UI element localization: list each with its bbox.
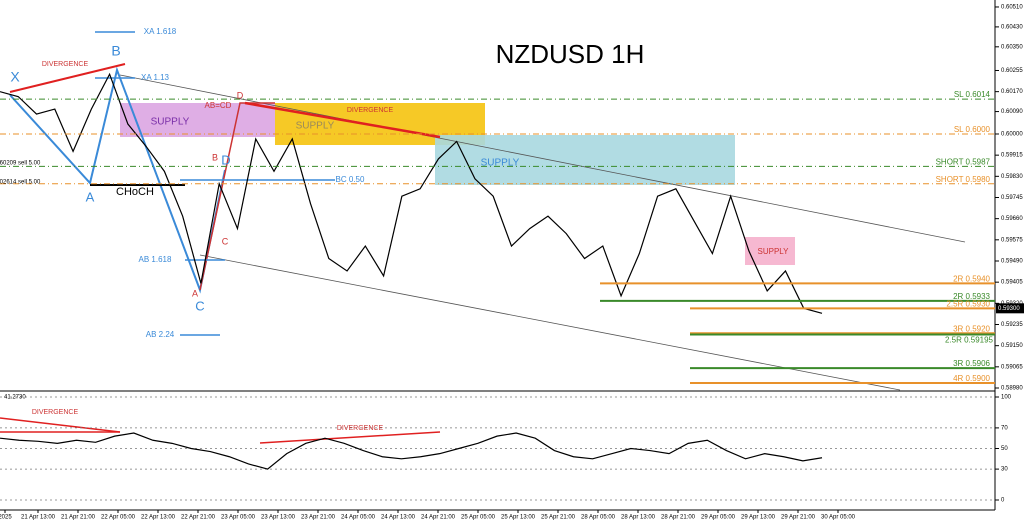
- x-tick-label: 25 Apr 05:00: [461, 515, 496, 521]
- annotation: AB 2.24: [146, 330, 175, 339]
- current-price-label: 0.59300: [998, 306, 1020, 312]
- x-tick-label: 28 Apr 13:00: [621, 515, 656, 521]
- annotation: AB=CD: [205, 101, 232, 110]
- y-tick-label: 0.59405: [1001, 280, 1023, 286]
- x-tick-label: 30 Apr 05:00: [821, 515, 856, 521]
- y-tick-label: 0.59830: [1001, 174, 1023, 180]
- indicator-label: 41.2730: [4, 395, 26, 401]
- annotation: XA 1.618: [144, 27, 177, 36]
- x-tick-label: 2025: [0, 515, 12, 521]
- annotation: A: [86, 189, 95, 204]
- y-tick-label: 70: [1001, 425, 1008, 431]
- level-label: 2.5R 0.59195: [945, 336, 994, 345]
- level-label: 2.5R 0.5930: [946, 299, 990, 308]
- y-tick-label: 0.58980: [1001, 386, 1023, 392]
- x-tick-label: 25 Apr 13:00: [501, 515, 536, 521]
- y-tick-label: 0.60255: [1001, 68, 1023, 74]
- y-tick-label: 0.59575: [1001, 237, 1023, 243]
- trend-line: [119, 74, 966, 243]
- annotation: SUPPLY: [758, 247, 790, 256]
- level-label: 2R 0.5940: [953, 275, 990, 284]
- annotation: C: [195, 298, 204, 313]
- annotation: A: [192, 288, 198, 298]
- x-tick-label: 23 Apr 21:00: [301, 515, 336, 521]
- annotation: SUPPLY: [296, 121, 335, 132]
- annotation: SUPPLY: [151, 117, 190, 128]
- annotation: DIVERGENCE: [32, 409, 79, 416]
- y-tick-label: 0.60510: [1001, 5, 1023, 11]
- x-tick-label: 28 Apr 05:00: [581, 515, 616, 521]
- x-tick-label: 23 Apr 13:00: [261, 515, 296, 521]
- x-tick-label: 23 Apr 05:00: [221, 515, 256, 521]
- x-tick-label: 29 Apr 21:00: [781, 515, 816, 521]
- x-tick-label: 22 Apr 21:00: [181, 515, 216, 521]
- level-label: SHORT 0.5980: [936, 175, 991, 184]
- x-tick-label: 24 Apr 21:00: [421, 515, 456, 521]
- price-line: [0, 432, 823, 470]
- annotation: DIVERGENCE: [42, 61, 89, 68]
- y-tick-label: 0.59915: [1001, 153, 1023, 159]
- annotation: D: [237, 90, 244, 100]
- x-tick-label: 29 Apr 13:00: [741, 515, 776, 521]
- y-tick-label: 30: [1001, 467, 1008, 473]
- divergence-line: [9, 63, 126, 93]
- x-tick-label: 21 Apr 21:00: [61, 515, 96, 521]
- y-tick-label: 0.59745: [1001, 195, 1023, 201]
- y-tick-label: 0.59235: [1001, 322, 1023, 328]
- x-tick-label: 22 Apr 13:00: [141, 515, 176, 521]
- y-tick-label: 0.60170: [1001, 89, 1023, 95]
- level-label: SL 0.6000: [954, 125, 991, 134]
- y-tick-label: 50: [1001, 446, 1008, 452]
- y-tick-label: 100: [1001, 395, 1012, 401]
- y-tick-label: 0.60430: [1001, 24, 1023, 30]
- level-label: 3R 0.5920: [953, 324, 990, 333]
- y-tick-label: 0.59065: [1001, 364, 1023, 370]
- x-tick-label: 24 Apr 13:00: [381, 515, 416, 521]
- x-tick-label: 28 Apr 21:00: [661, 515, 696, 521]
- x-tick-label: 24 Apr 05:00: [341, 515, 376, 521]
- divergence-line: [244, 101, 441, 139]
- x-tick-label: 22 Apr 05:00: [101, 515, 136, 521]
- annotation: B: [212, 152, 218, 162]
- annotation: SUPPLY: [481, 158, 520, 169]
- y-tick-label: 0.59660: [1001, 216, 1023, 222]
- level-label: SL 0.6014: [954, 90, 991, 99]
- annotation: DIVERGENCE: [337, 425, 384, 432]
- y-tick-label: 0.60000: [1001, 132, 1023, 138]
- abcd-pattern: [199, 102, 275, 291]
- annotation: 60209 sell 5.00: [0, 161, 41, 167]
- level-label: 3R 0.5906: [953, 359, 990, 368]
- annotation: C: [222, 236, 229, 246]
- supply-zone: [435, 135, 735, 185]
- annotation: D: [221, 152, 230, 167]
- annotation: B: [111, 43, 120, 59]
- y-tick-label: 0: [1001, 498, 1005, 504]
- annotation: AB 1.618: [139, 255, 172, 264]
- level-label: SHORT 0.5987: [936, 157, 991, 166]
- x-tick-label: 29 Apr 05:00: [701, 515, 736, 521]
- trend-line: [199, 254, 901, 391]
- current-price-box: [996, 303, 1024, 314]
- y-tick-label: 0.60090: [1001, 109, 1023, 115]
- x-tick-label: 25 Apr 21:00: [541, 515, 576, 521]
- annotation: DIVERGENCE: [347, 107, 394, 114]
- annotation: CHoCH: [116, 186, 154, 198]
- annotation: X: [10, 69, 20, 85]
- chart-title: NZDUSD 1H: [496, 39, 645, 69]
- annotation: 02614 sell 5.00: [0, 180, 41, 186]
- level-label: 4R 0.5900: [953, 374, 990, 383]
- rsi-divergence-line: [259, 431, 441, 444]
- y-tick-label: 0.60350: [1001, 44, 1023, 50]
- rsi-divergence-line: [0, 417, 121, 433]
- x-tick-label: 21 Apr 13:00: [21, 515, 56, 521]
- price-line: [0, 72, 823, 314]
- level-label: 2R 0.5933: [953, 292, 990, 301]
- y-tick-label: 0.59490: [1001, 259, 1023, 265]
- y-tick-label: 0.59150: [1001, 343, 1023, 349]
- annotation: BC 0.50: [336, 175, 365, 184]
- supply-zone: [120, 103, 275, 137]
- annotation: XA 1.13: [141, 73, 170, 82]
